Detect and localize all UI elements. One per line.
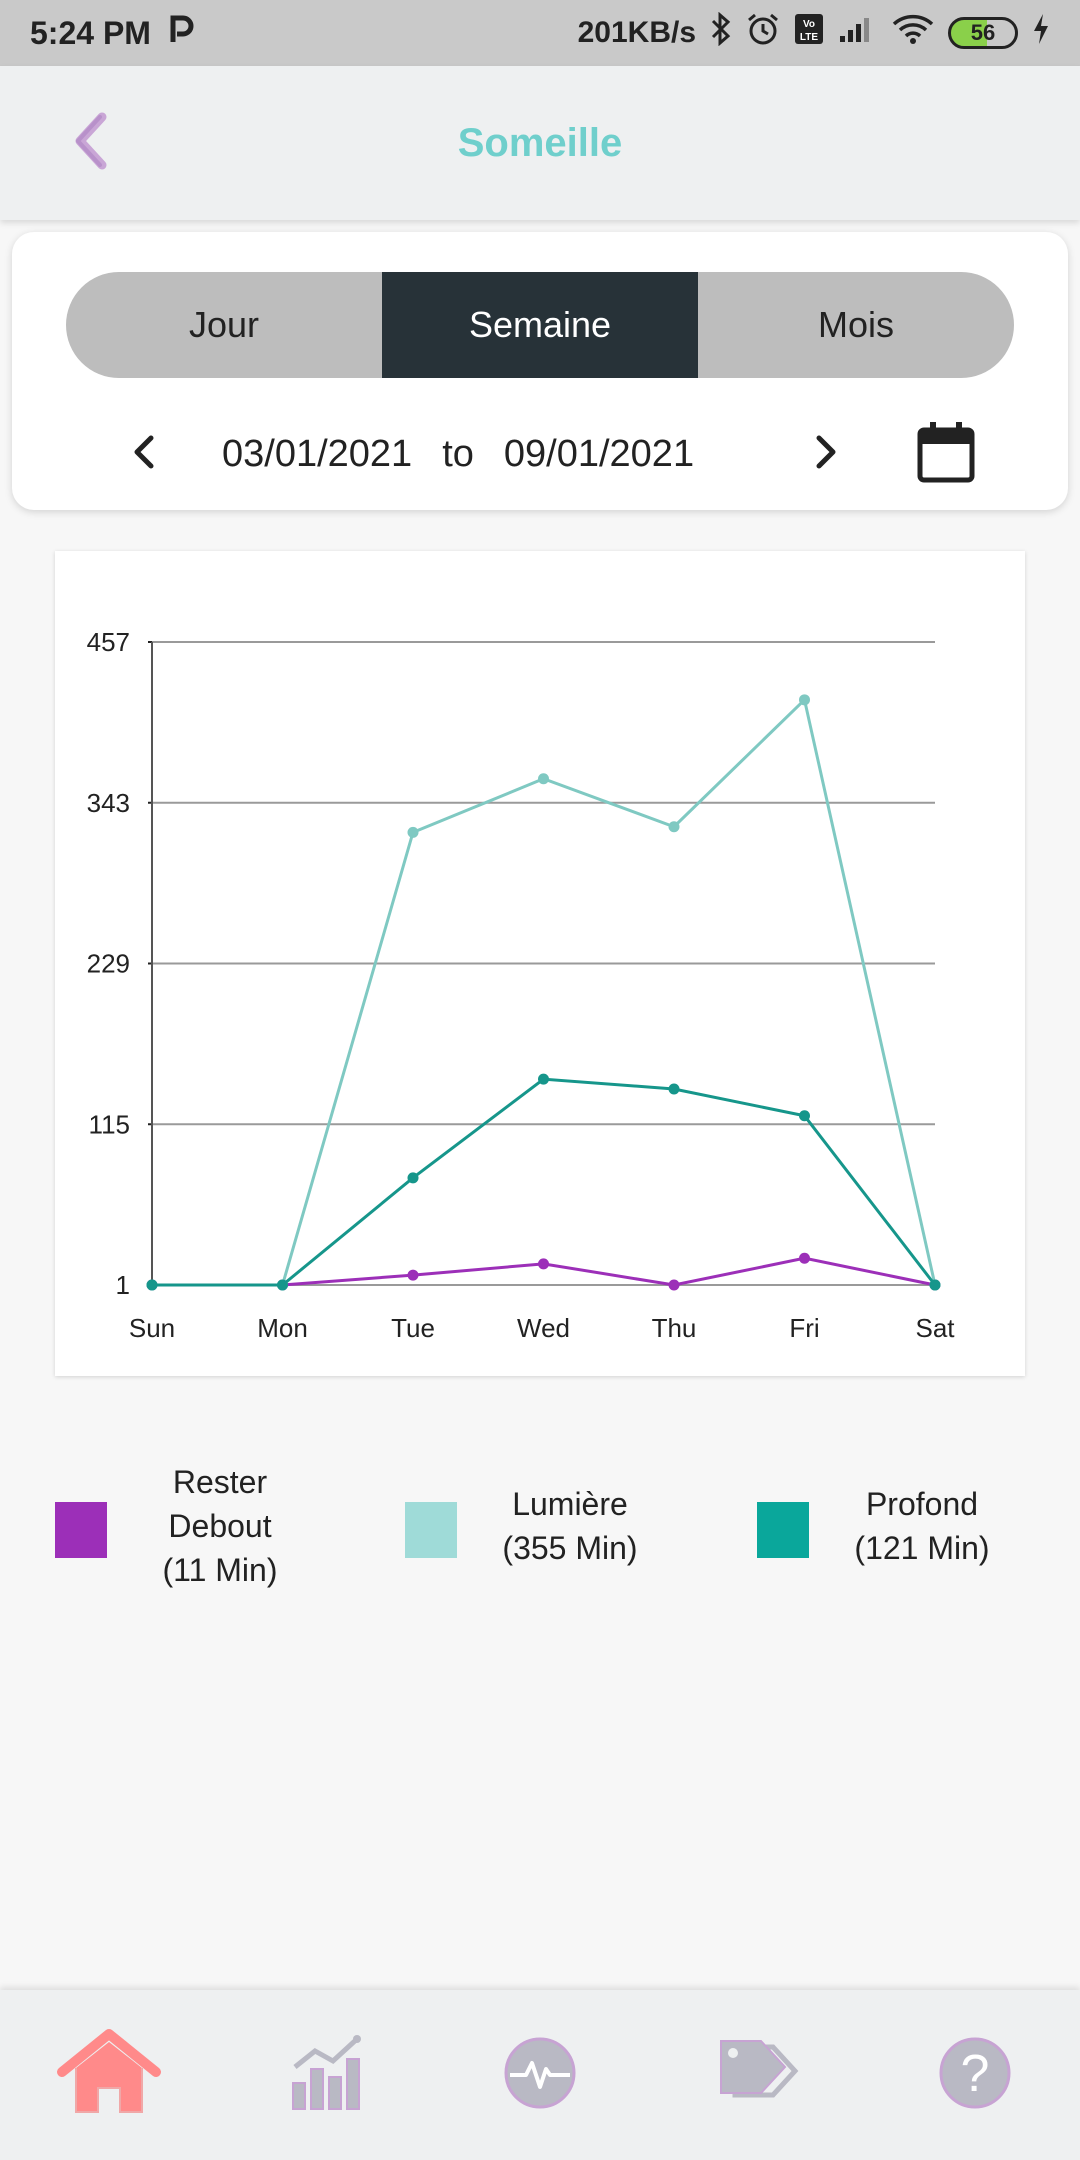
chart-legend: Rester Debout (11 Min) Lumière (355 Min)… [55, 1460, 1025, 1600]
legend-line: Debout [168, 1508, 272, 1544]
battery-level: 56 [970, 20, 996, 45]
signal-icon [838, 14, 878, 52]
nav-help[interactable]: ? [920, 2020, 1030, 2130]
series-point-1 [538, 773, 549, 785]
series-point-2 [668, 1083, 680, 1095]
help-icon: ? [935, 2033, 1015, 2118]
x-tick-label: Wed [517, 1313, 570, 1343]
series-point-1 [407, 826, 419, 838]
back-button[interactable] [60, 112, 120, 174]
period-selector-card: Jour Semaine Mois 03/01/2021 to 09/01/20… [12, 232, 1068, 510]
tab-semaine[interactable]: Semaine [382, 272, 698, 378]
calendar-button[interactable] [916, 420, 976, 484]
tags-icon [715, 2033, 805, 2118]
parking-icon [169, 14, 195, 52]
charging-icon [1032, 13, 1050, 53]
nav-statistics[interactable] [272, 2020, 382, 2130]
wifi-icon [892, 13, 934, 53]
bluetooth-icon [710, 11, 732, 54]
series-point-0 [407, 1269, 419, 1281]
date-range: 03/01/2021 to 09/01/2021 [222, 424, 742, 484]
home-icon [54, 2028, 164, 2123]
y-tick-label: 115 [89, 1109, 130, 1139]
legend-label: Rester Debout (11 Min) [135, 1460, 305, 1592]
stats-icon [287, 2033, 367, 2118]
legend-line: Rester [172, 1464, 268, 1500]
legend-item-rester-debout: Rester Debout (11 Min) [55, 1460, 385, 1600]
tab-label: Mois [817, 304, 894, 345]
series-point-0 [668, 1279, 680, 1291]
volte-icon: Vo LTE [794, 13, 824, 53]
series-point-1 [799, 694, 810, 706]
series-point-2 [146, 1279, 158, 1291]
status-bar: 5:24 PM 201KB/s Vo LTE 56 [0, 0, 1080, 66]
x-tick-label: Tue [391, 1313, 435, 1343]
legend-swatch [55, 1502, 107, 1558]
svg-text:Vo: Vo [803, 19, 815, 30]
nav-activity[interactable] [485, 2020, 595, 2130]
series-point-1 [668, 821, 680, 833]
legend-line: (121 Min) [854, 1530, 990, 1566]
sleep-chart-card: 1 115 229 343 457 Sun Mon Tue Wed Thu Fri Sat [55, 551, 1025, 1376]
date-separator: to [442, 432, 474, 475]
series-line-2 [152, 1077, 937, 1287]
bottom-navigation: ? [0, 1990, 1080, 2160]
x-tick-label: Sun [129, 1313, 175, 1343]
tab-jour[interactable]: Jour [66, 272, 382, 378]
legend-line: Lumière [512, 1486, 628, 1522]
chevron-right-icon [811, 432, 841, 477]
y-tick-label: 457 [87, 627, 130, 657]
y-tick-label: 1 [116, 1270, 130, 1300]
series-point-2 [277, 1279, 288, 1291]
legend-item-lumiere: Lumière (355 Min) [405, 1460, 735, 1600]
svg-text:LTE: LTE [800, 32, 818, 43]
nav-home[interactable] [54, 2020, 164, 2130]
date-range-row: 03/01/2021 to 09/01/2021 [12, 404, 1068, 504]
sleep-line-chart: 1 115 229 343 457 Sun Mon Tue Wed Thu Fri Sat [87, 627, 956, 1343]
series-point-2 [538, 1073, 549, 1085]
chevron-left-icon [70, 111, 110, 176]
series-point-0 [538, 1258, 549, 1270]
app-bar: Someille [0, 66, 1080, 220]
alarm-icon [746, 12, 780, 54]
period-segmented-control: Jour Semaine Mois [66, 272, 1014, 378]
y-tick-label: 343 [87, 788, 130, 818]
status-time: 5:24 PM [30, 14, 151, 51]
tab-label: Jour [188, 304, 260, 345]
legend-item-profond: Profond (121 Min) [757, 1460, 1025, 1600]
x-tick-label: Fri [789, 1313, 819, 1343]
legend-line: Profond [865, 1486, 979, 1522]
x-tick-label: Thu [652, 1313, 697, 1343]
series-line-1 [152, 696, 937, 1287]
battery-icon: 56 [948, 17, 1018, 49]
series-point-2 [929, 1279, 941, 1291]
legend-label: Profond (121 Min) [837, 1482, 1007, 1570]
page-title: Someille [457, 120, 623, 165]
legend-label: Lumière (355 Min) [485, 1482, 655, 1570]
tab-mois[interactable]: Mois [698, 272, 1014, 378]
nav-tags[interactable] [705, 2020, 815, 2130]
series-point-2 [799, 1110, 810, 1122]
previous-period-button[interactable] [120, 430, 168, 478]
legend-swatch [757, 1502, 809, 1558]
calendar-icon [916, 422, 976, 488]
date-from: 03/01/2021 [222, 432, 413, 475]
chevron-left-icon [129, 432, 159, 477]
series-point-2 [407, 1172, 419, 1184]
series-point-0 [799, 1252, 810, 1264]
legend-line: (355 Min) [502, 1530, 638, 1566]
network-speed: 201KB/s [577, 16, 696, 49]
x-tick-label: Mon [257, 1313, 308, 1343]
tab-label: Semaine [468, 304, 612, 345]
date-to: 09/01/2021 [503, 432, 695, 475]
heartbeat-icon [500, 2033, 580, 2118]
next-period-button[interactable] [802, 430, 850, 478]
svg-text:?: ? [961, 2045, 990, 2103]
y-tick-label: 229 [87, 949, 130, 979]
legend-line: (11 Min) [162, 1552, 278, 1588]
x-tick-label: Sat [915, 1313, 955, 1343]
legend-swatch [405, 1502, 457, 1558]
